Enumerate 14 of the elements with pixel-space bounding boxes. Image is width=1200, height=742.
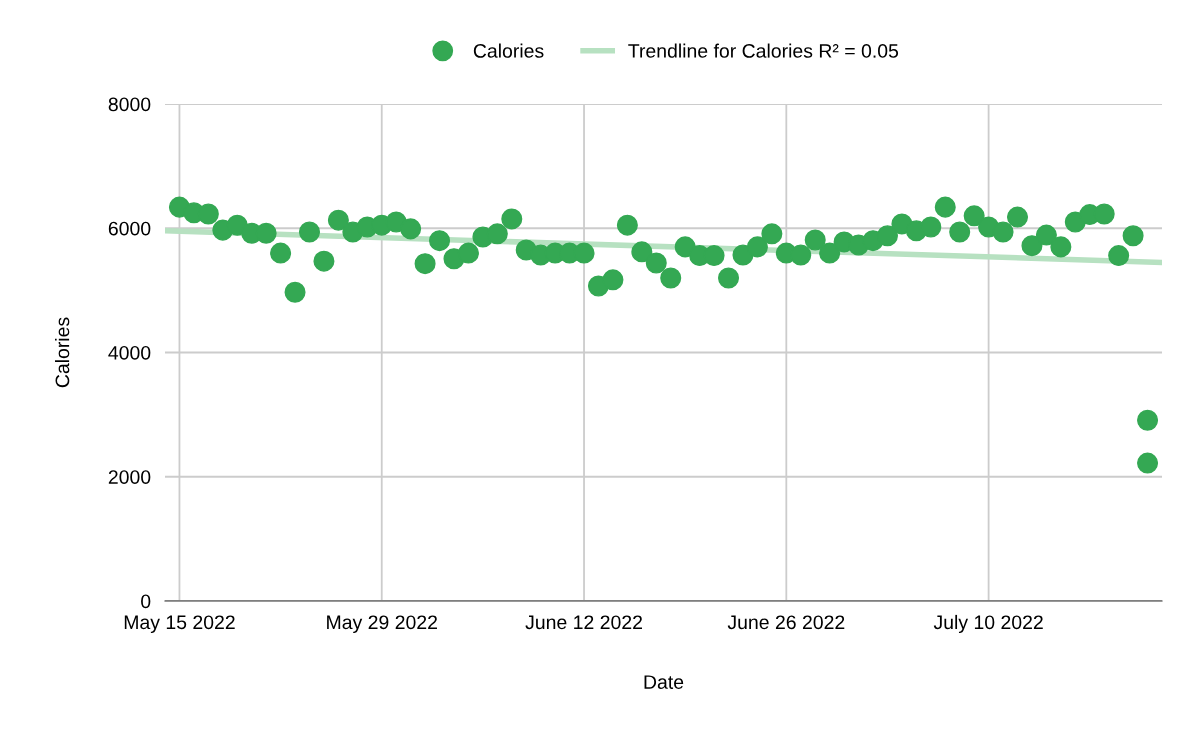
y-tick-label: 2000 [108, 470, 151, 484]
legend-label: Calories [473, 43, 544, 58]
y-tick-label: 0 [141, 594, 151, 609]
x-tick-label: May 29 2022 [327, 615, 437, 634]
x-axis-title: Date [644, 675, 684, 689]
y-tick-label: 4000 [108, 345, 151, 360]
y-tick-label: 6000 [108, 221, 151, 236]
y-axis-title: Calories [55, 317, 70, 388]
legend-label: Trendline for Calories R² = 0.05 [628, 43, 899, 58]
x-tick-label: May 15 2022 [124, 615, 235, 634]
x-tick-label: June 12 2022 [525, 615, 642, 630]
x-tick-label: June 26 2022 [727, 615, 845, 630]
y-tick-label: 8000 [108, 97, 151, 112]
x-tick-label: July 10 2022 [933, 614, 1043, 634]
